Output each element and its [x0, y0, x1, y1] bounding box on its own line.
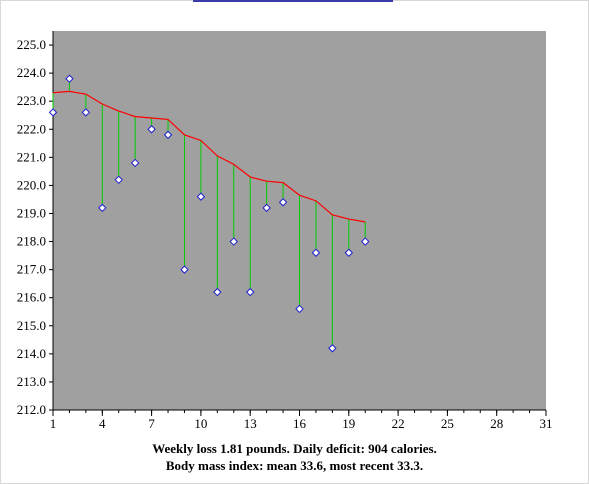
y-tick-label: 218.0	[17, 234, 46, 249]
y-tick-label: 223.0	[17, 93, 46, 108]
weight-point	[147, 125, 156, 134]
y-tick-label: 222.0	[17, 121, 46, 136]
y-tick-label: 220.0	[17, 177, 46, 192]
trend-line	[52, 90, 366, 223]
weight-point	[98, 203, 107, 213]
weight-point	[361, 237, 370, 246]
x-tick-label: 13	[244, 416, 257, 431]
weight-point	[65, 74, 74, 83]
y-axis: 212.0 213.0 214.0 215.0 216.0 217.0 218.0 219.0…	[17, 31, 54, 417]
weight-point	[262, 203, 271, 213]
weight-point	[278, 198, 288, 207]
x-tick-label: 4	[99, 416, 106, 431]
weight-markers	[48, 74, 370, 353]
weight-point	[213, 287, 222, 297]
weight-point	[311, 248, 321, 257]
weight-point	[130, 158, 140, 168]
x-tick-label: 19	[342, 416, 355, 431]
y-tick-label: 221.0	[17, 149, 46, 164]
weight-point	[114, 175, 123, 184]
weight-point	[229, 237, 238, 246]
caption-bmi: Body mass index: mean 33.6, most recent …	[165, 458, 424, 473]
y-tick-label: 214.0	[17, 346, 46, 361]
caption-weekly-loss: Weekly loss 1.81 pounds. Daily deficit: …	[152, 441, 437, 456]
x-tick-label: 25	[441, 416, 454, 431]
x-tick-label: 7	[148, 416, 155, 431]
y-tick-label: 213.0	[17, 374, 46, 389]
weight-point	[48, 108, 58, 117]
x-tick-label: 22	[392, 416, 405, 431]
x-tick-label: 31	[540, 416, 553, 431]
y-tick-label: 215.0	[17, 318, 46, 333]
y-tick-label: 224.0	[17, 65, 46, 80]
weight-trend-chart: 212.0 213.0 214.0 215.0 216.0 217.0 218.0 219.0…	[17, 31, 553, 431]
weight-point	[163, 130, 173, 140]
y-tick-label: 212.0	[17, 402, 46, 417]
weight-point	[344, 248, 354, 257]
x-tick-label: 1	[50, 416, 57, 431]
weight-point	[245, 287, 255, 297]
x-tick-label: 10	[194, 416, 207, 431]
y-tick-label: 225.0	[17, 37, 46, 52]
weight-point	[196, 192, 206, 201]
x-tick-label: 16	[293, 416, 307, 431]
weight-point	[295, 304, 304, 314]
weight-point	[81, 108, 91, 117]
y-tick-label: 216.0	[17, 290, 46, 305]
y-tick-label: 219.0	[17, 205, 46, 220]
deviation-stems	[52, 78, 366, 349]
y-tick-label: 217.0	[17, 262, 46, 277]
x-tick-label: 28	[490, 416, 503, 431]
weight-point	[328, 344, 337, 353]
x-axis: 1 4 7 10 13 16 19 22 25 28 31	[50, 409, 553, 431]
top-link-underline	[193, 0, 393, 2]
weight-point	[180, 265, 189, 274]
